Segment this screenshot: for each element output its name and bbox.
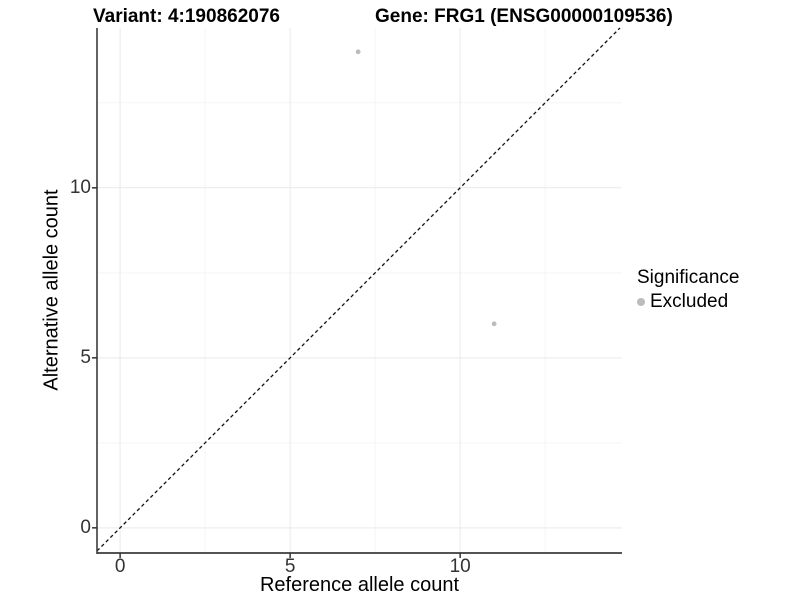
x-axis-label: Reference allele count — [259, 574, 459, 596]
x-tick-label: 5 — [284, 556, 296, 577]
x-tick-label: 10 — [449, 556, 471, 577]
identity-line — [96, 27, 621, 552]
x-tick-label: 0 — [114, 556, 126, 577]
legend-key-dot — [637, 298, 645, 306]
y-tick-label: 5 — [80, 346, 91, 368]
plot-title-variant: Variant: 4:190862076 — [93, 6, 280, 27]
legend-item-excluded: Excluded — [637, 291, 739, 313]
plot-title-gene: Gene: FRG1 (ENSG00000109536) — [375, 6, 673, 27]
y-tick-label: 10 — [69, 176, 91, 198]
data-point — [355, 49, 361, 55]
legend-item-label: Excluded — [650, 291, 729, 312]
data-point — [491, 321, 497, 327]
legend-title: Significance — [637, 267, 740, 288]
y-tick-label: 0 — [80, 516, 91, 538]
legend: Significance Excluded — [637, 267, 739, 313]
